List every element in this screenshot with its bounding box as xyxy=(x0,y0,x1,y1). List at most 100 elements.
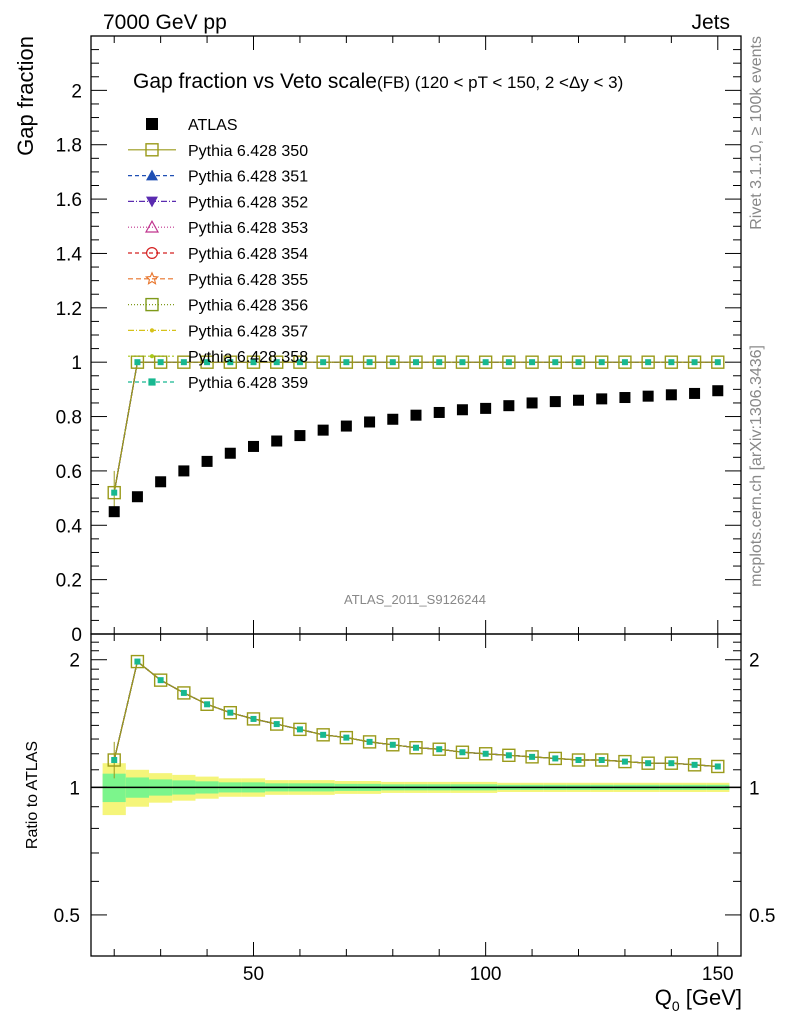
ratio-marker xyxy=(293,722,307,737)
mc-marker xyxy=(296,359,303,366)
legend: ATLAS Pythia 6.428 350 Pythia 6.428 351 Pyt… xyxy=(128,117,308,392)
atlas-marker xyxy=(503,400,515,412)
atlas-marker xyxy=(271,435,283,447)
mc-marker xyxy=(502,355,516,369)
ratio-marker xyxy=(432,742,446,756)
ratio-marker xyxy=(525,750,539,764)
mc-marker xyxy=(204,359,211,366)
mc-marker xyxy=(362,355,377,369)
ratio-marker xyxy=(552,755,559,762)
mc-marker xyxy=(223,355,237,369)
mc-marker xyxy=(621,359,628,366)
ratio-marker xyxy=(362,735,377,749)
ratio-marker xyxy=(157,677,164,684)
mc-marker xyxy=(711,355,725,369)
ratio-marker xyxy=(107,753,121,767)
y-tick-label: 1.2 xyxy=(56,299,82,320)
legend-entry: Pythia 6.428 359 xyxy=(128,375,308,392)
atlas-marker xyxy=(410,409,422,421)
ratio-marker xyxy=(455,745,470,759)
ratio-marker xyxy=(200,697,214,711)
legend-label: Pythia 6.428 353 xyxy=(188,220,308,237)
ratio-marker xyxy=(273,721,280,728)
ratio-marker xyxy=(409,741,423,755)
legend-label: ATLAS xyxy=(188,117,238,134)
legend-marker xyxy=(149,328,155,333)
mc-marker xyxy=(250,359,257,366)
y-tick-label-right: 0.5 xyxy=(749,906,775,927)
ratio-line xyxy=(113,660,718,768)
ratio-marker xyxy=(246,712,261,726)
atlas-marker xyxy=(155,476,167,488)
mc-marker xyxy=(598,359,605,366)
ratio-line xyxy=(113,660,718,768)
y-tick-label: 1.6 xyxy=(56,190,82,211)
main-plot-panel: 0 0.2 0.4 0.6 0.8 1 1.2 1.4 1.6 1.8 2 Gap fraction… xyxy=(13,35,742,646)
ratio-marker xyxy=(134,658,141,665)
ratio-marker xyxy=(598,757,605,764)
ratio-marker xyxy=(645,760,652,767)
ratio-y-axis-label: Ratio to ATLAS xyxy=(24,741,41,849)
legend-marker xyxy=(146,169,158,181)
ratio-marker xyxy=(204,701,211,708)
mc-marker xyxy=(316,355,330,369)
ratio-marker xyxy=(505,752,512,759)
x-axis-label-unit: [GeV] xyxy=(680,985,742,1010)
atlas-marker xyxy=(526,397,538,409)
legend-label: Pythia 6.428 357 xyxy=(188,323,308,340)
ratio-marker xyxy=(111,757,118,764)
atlas-marker xyxy=(178,465,190,477)
reference-band-ratio xyxy=(91,763,741,816)
ratio-marker xyxy=(343,734,350,741)
atlas-marker xyxy=(340,420,352,432)
mcplots-label: mcplots.cern.ch [arXiv:1306.3436] xyxy=(748,345,765,587)
ratio-axis-ticks: 50 100 150 0.5 0.5 1 1 2 2 xyxy=(54,634,775,985)
atlas-marker xyxy=(573,394,584,406)
ratio-marker xyxy=(621,758,628,765)
ratio-marker xyxy=(529,753,536,760)
legend-entry: Pythia 6.428 355 xyxy=(128,271,308,289)
atlas-marker xyxy=(642,390,654,402)
legend-label: Pythia 6.428 352 xyxy=(188,194,308,211)
mc-marker xyxy=(552,359,559,366)
atlas-marker xyxy=(224,447,236,459)
x-axis-label: Q0 [GeV] xyxy=(655,985,742,1014)
ratio-marker xyxy=(270,717,284,731)
rivet-label: Rivet 3.1.10, ≥ 100k events xyxy=(748,36,765,230)
ratio-marker xyxy=(575,757,582,764)
legend-marker xyxy=(148,378,156,386)
y-tick-label: 1 xyxy=(71,353,82,374)
mc-marker xyxy=(436,359,443,366)
legend-marker xyxy=(146,196,158,208)
y-tick-label: 0 xyxy=(71,625,82,646)
mc-marker xyxy=(157,359,164,366)
ratio-series xyxy=(107,654,725,779)
x-tick-label: 50 xyxy=(243,964,264,985)
mc-marker xyxy=(227,359,234,366)
mc-marker xyxy=(571,355,586,369)
ratio-marker xyxy=(366,738,373,745)
ratio-marker xyxy=(227,709,234,716)
y-tick-label: 1.4 xyxy=(56,244,83,265)
atlas-marker xyxy=(317,424,329,436)
mc-marker xyxy=(478,355,493,369)
legend-label: Pythia 6.428 356 xyxy=(188,298,308,315)
legend-label: Pythia 6.428 354 xyxy=(188,246,308,263)
ratio-marker xyxy=(641,756,655,770)
y-tick-label: 0.6 xyxy=(56,462,82,483)
atlas-marker xyxy=(619,392,631,404)
legend-marker xyxy=(146,118,158,130)
legend-label: Pythia 6.428 351 xyxy=(188,169,308,186)
atlas-marker xyxy=(201,455,213,467)
analysis-watermark: ATLAS_2011_S9126244 xyxy=(344,592,486,607)
ratio-marker xyxy=(571,753,586,767)
ratio-marker xyxy=(714,763,721,770)
mc-marker xyxy=(575,359,582,366)
legend-entry: ATLAS xyxy=(146,117,238,134)
mc-marker xyxy=(455,355,470,369)
mc-marker xyxy=(645,359,652,366)
ratio-marker xyxy=(130,654,145,669)
ratio-line xyxy=(113,660,718,768)
ratio-marker xyxy=(389,741,396,748)
